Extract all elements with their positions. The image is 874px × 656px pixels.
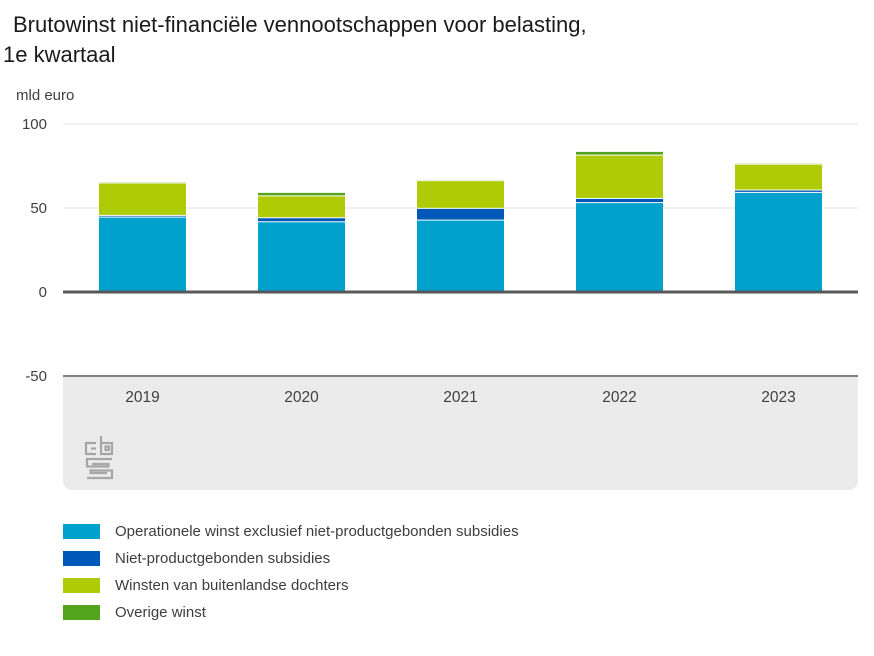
bar-segment-2023-2[interactable] — [735, 164, 822, 191]
bar-segment-2020-2[interactable] — [258, 195, 345, 218]
bar-segment-2023-1[interactable] — [735, 190, 822, 193]
segment-divider — [735, 189, 822, 191]
bar-segment-2019-2[interactable] — [99, 182, 186, 216]
x-axis-label: 2023 — [761, 389, 795, 406]
bar-segment-2020-1[interactable] — [258, 217, 345, 222]
legend-label: Winsten van buitenlandse dochters — [115, 577, 349, 594]
legend-item[interactable]: Winsten van buitenlandse dochters — [63, 577, 519, 594]
bar-segment-2020-3[interactable] — [258, 192, 345, 196]
legend-swatch-icon — [63, 524, 100, 539]
segment-divider — [99, 216, 186, 218]
x-axis-label: 2019 — [125, 389, 159, 406]
legend-swatch-icon — [63, 578, 100, 593]
x-axis-label: 2020 — [284, 389, 319, 406]
segment-divider — [258, 221, 345, 223]
x-axis-panel — [63, 377, 858, 490]
legend-label: Niet-productgebonden subsidies — [115, 550, 331, 567]
x-axis-label: 2022 — [602, 389, 636, 406]
chart-plot: 2019 2020 2021 2022 2023 100 50 0 -50 — [22, 116, 858, 490]
x-axis-label: 2021 — [443, 389, 477, 406]
chart-title-line1: Brutowinst niet-financiële vennootschapp… — [13, 12, 587, 37]
legend-item[interactable]: Overige winst — [63, 604, 519, 621]
legend-item[interactable]: Operationele winst exclusief niet-produc… — [63, 523, 519, 540]
segment-divider — [576, 154, 663, 156]
bar-segment-2019-1[interactable] — [99, 215, 186, 218]
bar-segment-2021-0[interactable] — [417, 220, 504, 292]
legend-item[interactable]: Niet-productgebonden subsidies — [63, 550, 519, 567]
y-axis-tick-label: 50 — [30, 200, 47, 217]
chart-title-line2: 1e kwartaal — [3, 42, 116, 67]
segment-divider — [258, 195, 345, 197]
legend-label: Operationele winst exclusief niet-produc… — [115, 523, 519, 540]
cbs-logo-icon — [84, 436, 114, 480]
y-axis-tick-label: 100 — [22, 116, 47, 133]
unit-label: mld euro — [16, 87, 75, 104]
bar-segment-2020-0[interactable] — [258, 221, 345, 292]
legend-label: Overige winst — [115, 604, 206, 621]
segment-divider — [417, 219, 504, 221]
bar-segment-2022-2[interactable] — [576, 155, 663, 199]
bar-segment-2021-1[interactable] — [417, 208, 504, 221]
bar-segment-2022-1[interactable] — [576, 198, 663, 203]
segment-divider — [99, 214, 186, 216]
segment-divider — [735, 191, 822, 193]
segment-divider — [258, 217, 345, 219]
chart-title: Brutowinst niet-financiële vennootschapp… — [3, 10, 587, 70]
bar-segment-2023-0[interactable] — [735, 192, 822, 292]
bar-segment-2019-0[interactable] — [99, 217, 186, 292]
bar-segment-2022-0[interactable] — [576, 202, 663, 292]
y-axis-tick-label: -50 — [25, 368, 47, 385]
segment-divider — [576, 197, 663, 199]
segment-divider — [417, 207, 504, 209]
bar-segment-2021-2[interactable] — [417, 180, 504, 209]
y-axis-tick-label: 0 — [39, 284, 47, 301]
segment-divider — [735, 163, 822, 165]
segment-divider — [417, 180, 504, 182]
chart-legend: Operationele winst exclusief niet-produc… — [63, 523, 519, 632]
bar-segment-2022-3[interactable] — [576, 151, 663, 156]
segment-divider — [99, 182, 186, 184]
legend-swatch-icon — [63, 605, 100, 620]
segment-divider — [576, 202, 663, 204]
legend-swatch-icon — [63, 551, 100, 566]
